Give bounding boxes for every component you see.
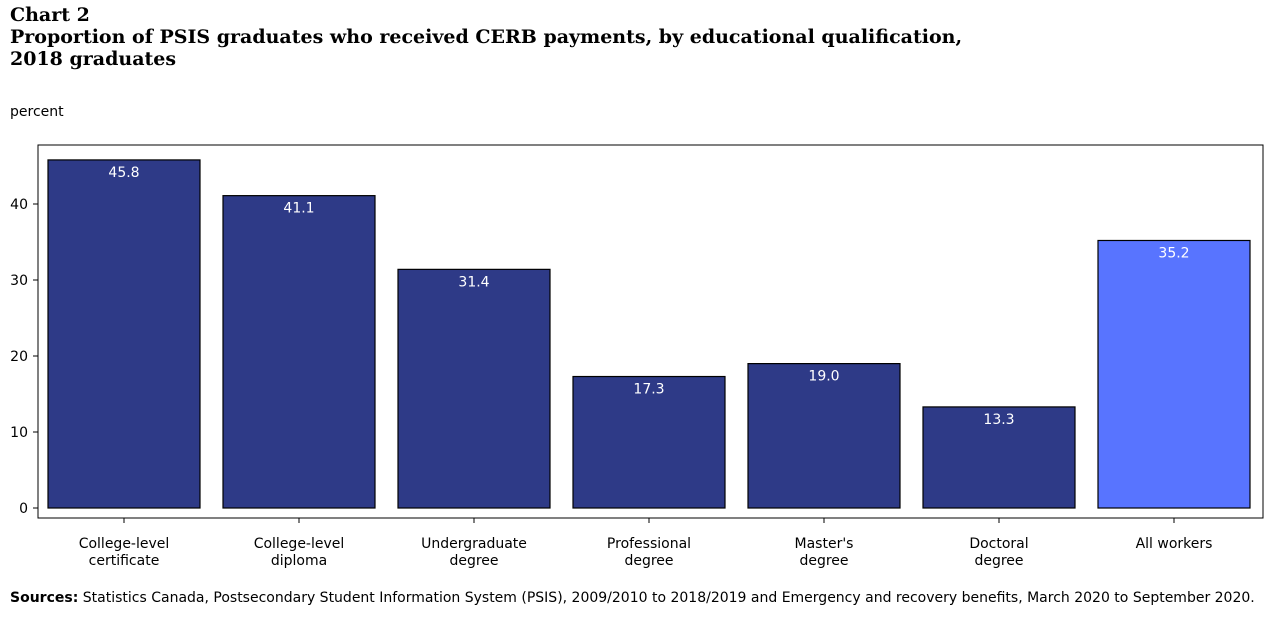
bar-value-label: 17.3	[633, 382, 664, 398]
y-tick-label: 20	[10, 349, 28, 365]
x-category-label: College-level	[79, 536, 170, 552]
x-category-label: degree	[624, 553, 673, 569]
x-category-label: Master's	[795, 536, 854, 552]
x-category-label: Doctoral	[969, 536, 1028, 552]
bar-chart: 0 10 20 30 40 45.8 41.1 31.4 17.3 19.0 13.3 35.2 C…	[10, 144, 1264, 569]
chart-title-line-2: 2018 graduates	[10, 48, 177, 70]
x-category-label: degree	[449, 553, 498, 569]
y-axis-unit-label: percent	[10, 104, 64, 120]
bar-value-label: 13.3	[983, 412, 1014, 428]
plot-frame	[37, 144, 1264, 519]
sources-note: Sources: Statistics Canada, Postsecondar…	[10, 590, 1265, 607]
x-category-label: All workers	[1136, 536, 1213, 552]
y-axis: 0 10 20 30 40	[10, 197, 38, 517]
bar	[222, 195, 376, 509]
y-tick-label: 40	[10, 197, 28, 213]
bar	[47, 159, 201, 509]
x-category-label: degree	[974, 553, 1023, 569]
bar	[747, 363, 901, 509]
sources-label: Sources:	[10, 590, 79, 606]
bar	[922, 406, 1076, 509]
bar-value-label: 35.2	[1158, 245, 1189, 261]
x-category-label: Professional	[607, 536, 691, 552]
y-tick-label: 30	[10, 273, 28, 289]
bar-value-label: 41.1	[283, 201, 314, 217]
chart-heading: Chart 2 Proportion of PSIS graduates who…	[10, 4, 962, 70]
x-category-label: Undergraduate	[421, 536, 527, 552]
bar	[572, 375, 726, 509]
bar-value-label: 31.4	[458, 274, 489, 290]
bar	[397, 268, 551, 509]
bar-value-label: 19.0	[808, 369, 839, 385]
chart-title-line-1: Proportion of PSIS graduates who receive…	[10, 26, 963, 48]
sources-text: Statistics Canada, Postsecondary Student…	[82, 590, 1255, 606]
x-axis: College-levelcertificateCollege-leveldip…	[79, 518, 1213, 569]
y-tick-label: 0	[19, 501, 28, 517]
y-tick-label: 10	[10, 425, 28, 441]
chart-label: Chart 2	[10, 4, 90, 26]
x-category-label: certificate	[89, 553, 160, 569]
x-category-label: College-level	[254, 536, 345, 552]
bar-value-label: 45.8	[108, 165, 139, 181]
x-category-label: diploma	[271, 553, 327, 569]
bars: 45.8 41.1 31.4 17.3 19.0 13.3 35.2	[47, 159, 1251, 509]
x-category-label: degree	[799, 553, 848, 569]
bar	[1097, 239, 1251, 509]
